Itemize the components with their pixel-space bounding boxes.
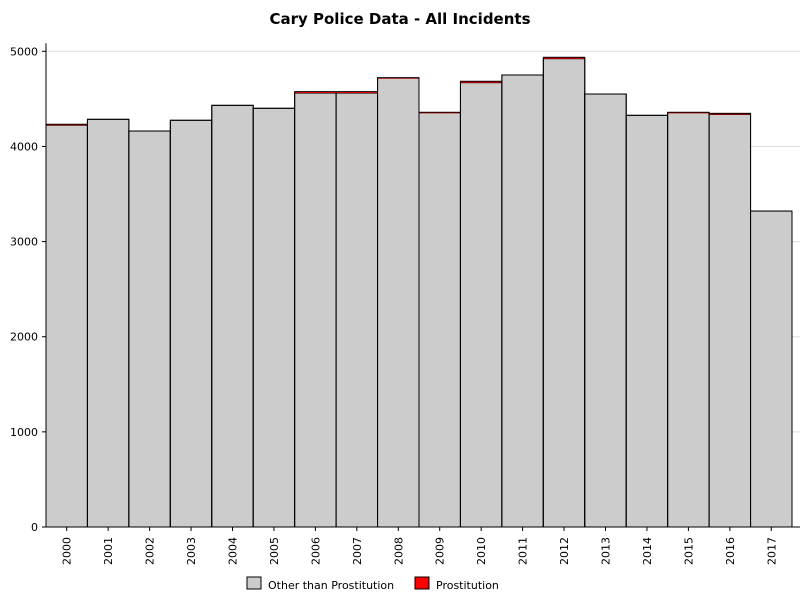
x-tick-label: 2010 — [475, 537, 488, 565]
y-tick-label: 2000 — [10, 331, 38, 344]
x-tick-label: 2012 — [558, 537, 571, 565]
y-tick-label: 3000 — [10, 236, 38, 249]
bar-other-2017 — [750, 210, 793, 528]
x-tick-label: 2003 — [185, 537, 198, 565]
legend-label: Other than Prostitution — [268, 579, 394, 592]
bar-other-2010 — [459, 82, 503, 528]
x-tick-label: 2008 — [392, 537, 405, 565]
x-tick-label: 2017 — [765, 537, 778, 565]
x-tick-label: 2004 — [227, 537, 240, 565]
x-tick-label: 2016 — [724, 537, 737, 565]
bar-other-2015 — [667, 112, 710, 528]
x-tick-label: 2011 — [517, 537, 530, 565]
chart-title: Cary Police Data - All Incidents — [269, 10, 530, 28]
x-tick-label: 2009 — [434, 537, 447, 565]
bar-prostitution-2012 — [543, 57, 585, 59]
bar-other-2014 — [625, 114, 669, 528]
y-tick-label: 0 — [31, 521, 38, 534]
bar-other-2016 — [708, 113, 752, 528]
x-tick-label: 2015 — [682, 537, 695, 565]
bar-prostitution-2016 — [709, 113, 751, 115]
bar-other-2000 — [45, 124, 88, 528]
x-tick-label: 2000 — [61, 537, 74, 565]
x-tick-label: 2006 — [309, 537, 322, 565]
y-tick-label: 1000 — [10, 426, 38, 439]
x-tick-label: 2002 — [144, 537, 157, 565]
x-tick-label: 2014 — [641, 537, 654, 565]
bar-prostitution-2010 — [460, 81, 502, 83]
bar-other-2004 — [211, 104, 254, 528]
legend-swatch — [246, 576, 262, 590]
bar-other-2011 — [501, 74, 544, 528]
bar-prostitution-2006 — [294, 91, 337, 94]
x-tick-label: 2001 — [102, 537, 115, 565]
bar-other-2012 — [542, 58, 586, 528]
y-tick-label: 4000 — [10, 140, 38, 153]
bar-other-2008 — [377, 77, 420, 528]
bar-other-2005 — [252, 107, 296, 528]
bar-other-2002 — [128, 130, 171, 528]
legend-label: Prostitution — [436, 579, 499, 592]
x-tick-label: 2007 — [351, 537, 364, 565]
bar-other-2007 — [335, 92, 379, 528]
bar-other-2003 — [169, 119, 213, 528]
bar-other-2013 — [584, 93, 627, 528]
x-tick-label: 2005 — [268, 537, 281, 565]
bar-prostitution-2007 — [336, 91, 378, 94]
y-tick-label: 5000 — [10, 45, 38, 58]
bar-other-2006 — [294, 92, 337, 528]
legend-swatch — [414, 576, 430, 590]
bar-other-2009 — [418, 112, 461, 528]
bar-other-2001 — [86, 118, 130, 528]
x-tick-label: 2013 — [600, 537, 613, 565]
